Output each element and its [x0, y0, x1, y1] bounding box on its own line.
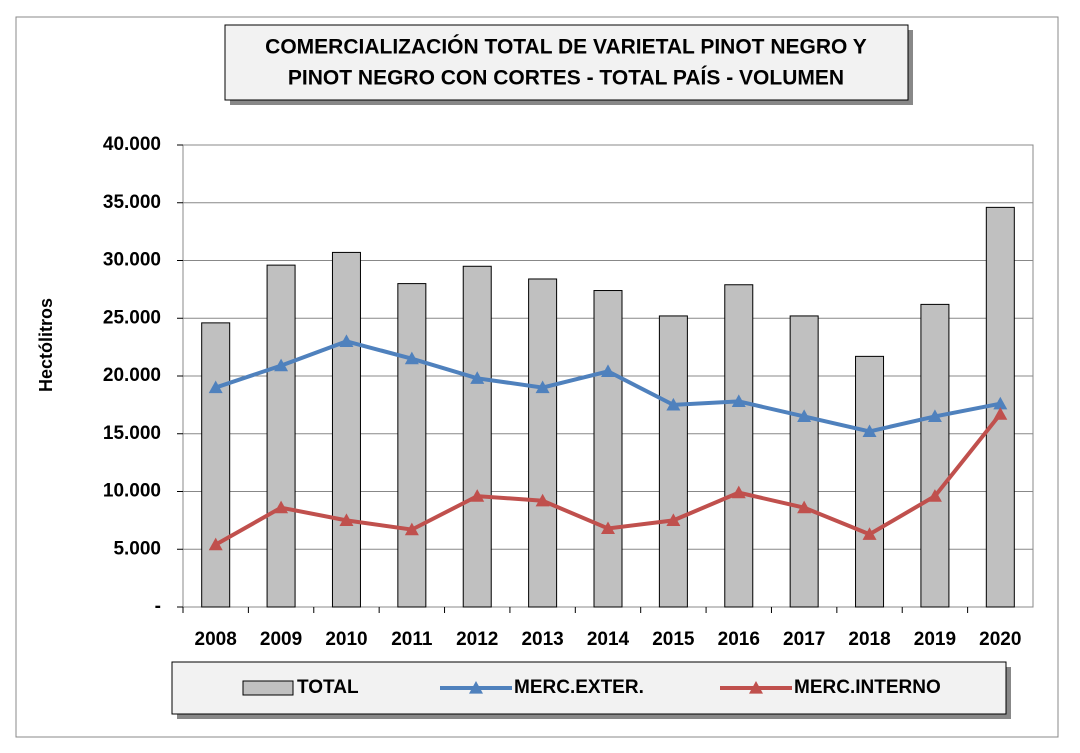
marker: [666, 513, 681, 526]
marker: [731, 394, 746, 408]
bar: [855, 355, 885, 608]
marker: [208, 537, 223, 551]
x-tick-label: 2008: [195, 629, 237, 650]
marker: [993, 407, 1008, 420]
legend-swatch: [242, 680, 294, 696]
legend-marker: [469, 681, 483, 694]
y-tick-label: -: [155, 596, 161, 617]
legend-label: MERC.EXTER.: [514, 677, 644, 698]
marker: [927, 489, 942, 502]
y-tick-label: 10.000: [103, 481, 161, 502]
legend-label: MERC.INTERNO: [794, 677, 941, 698]
marker: [470, 489, 485, 502]
bar: [920, 303, 950, 608]
bar: [397, 283, 427, 608]
marker: [470, 371, 485, 384]
bar: [789, 315, 819, 608]
x-tick-label: 2013: [521, 629, 563, 650]
x-tick-label: 2019: [914, 629, 956, 650]
x-tick-label: 2015: [652, 629, 695, 650]
bar: [658, 315, 688, 608]
title-box: [224, 24, 909, 101]
x-tick-label: 2012: [456, 629, 498, 650]
chart-title: PINOT NEGRO CON CORTES - TOTAL PAÍS - VO…: [288, 67, 844, 90]
x-tick-label: 2018: [848, 629, 890, 650]
x-tick-label: 2010: [325, 629, 367, 650]
bar: [201, 322, 231, 608]
y-axis-label: Hectólitros: [36, 298, 56, 392]
marker: [535, 380, 550, 394]
marker: [339, 334, 354, 347]
marker: [535, 493, 550, 507]
x-tick-label: 2009: [260, 629, 302, 650]
marker: [862, 424, 877, 438]
legend-label: TOTAL: [297, 677, 359, 698]
marker: [274, 500, 289, 514]
marker: [927, 409, 942, 423]
marker: [404, 351, 419, 365]
marker: [404, 522, 419, 536]
y-tick-label: 15.000: [103, 423, 161, 444]
marker: [797, 500, 812, 514]
marker: [208, 380, 223, 394]
x-tick-label: 2011: [391, 629, 433, 650]
x-tick-label: 2017: [783, 629, 825, 650]
y-tick-label: 40.000: [103, 134, 161, 155]
bar: [528, 278, 558, 608]
marker: [862, 527, 877, 540]
y-tick-label: 25.000: [103, 307, 161, 328]
bar: [724, 284, 754, 608]
bar: [266, 264, 296, 608]
marker: [993, 396, 1008, 410]
marker: [601, 521, 615, 535]
marker: [797, 409, 812, 423]
bar: [593, 290, 623, 608]
bar: [462, 265, 492, 608]
y-tick-label: 35.000: [103, 192, 161, 213]
x-tick-label: 2020: [979, 629, 1021, 650]
marker: [339, 513, 354, 526]
marker: [666, 397, 681, 411]
x-tick-label: 2014: [587, 629, 630, 650]
x-tick-label: 2016: [718, 629, 760, 650]
bar: [331, 251, 361, 608]
marker: [731, 485, 746, 499]
legend-box: [171, 661, 1007, 715]
legend-marker: [749, 681, 763, 694]
y-tick-label: 30.000: [103, 250, 161, 271]
chart-title: COMERCIALIZACIÓN TOTAL DE VARIETAL PINOT…: [265, 35, 867, 59]
marker: [274, 358, 289, 372]
y-tick-label: 5.000: [113, 538, 161, 559]
y-tick-label: 20.000: [103, 365, 161, 386]
marker: [601, 364, 615, 377]
